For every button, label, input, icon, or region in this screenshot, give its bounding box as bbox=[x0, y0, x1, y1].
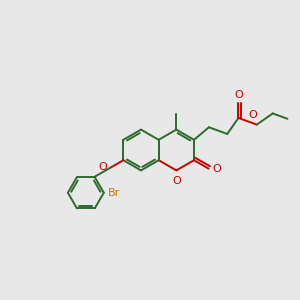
Text: O: O bbox=[98, 161, 107, 172]
Text: O: O bbox=[249, 110, 258, 120]
Text: O: O bbox=[234, 90, 243, 100]
Text: O: O bbox=[172, 176, 181, 186]
Text: O: O bbox=[212, 164, 221, 174]
Text: Br: Br bbox=[108, 188, 120, 198]
